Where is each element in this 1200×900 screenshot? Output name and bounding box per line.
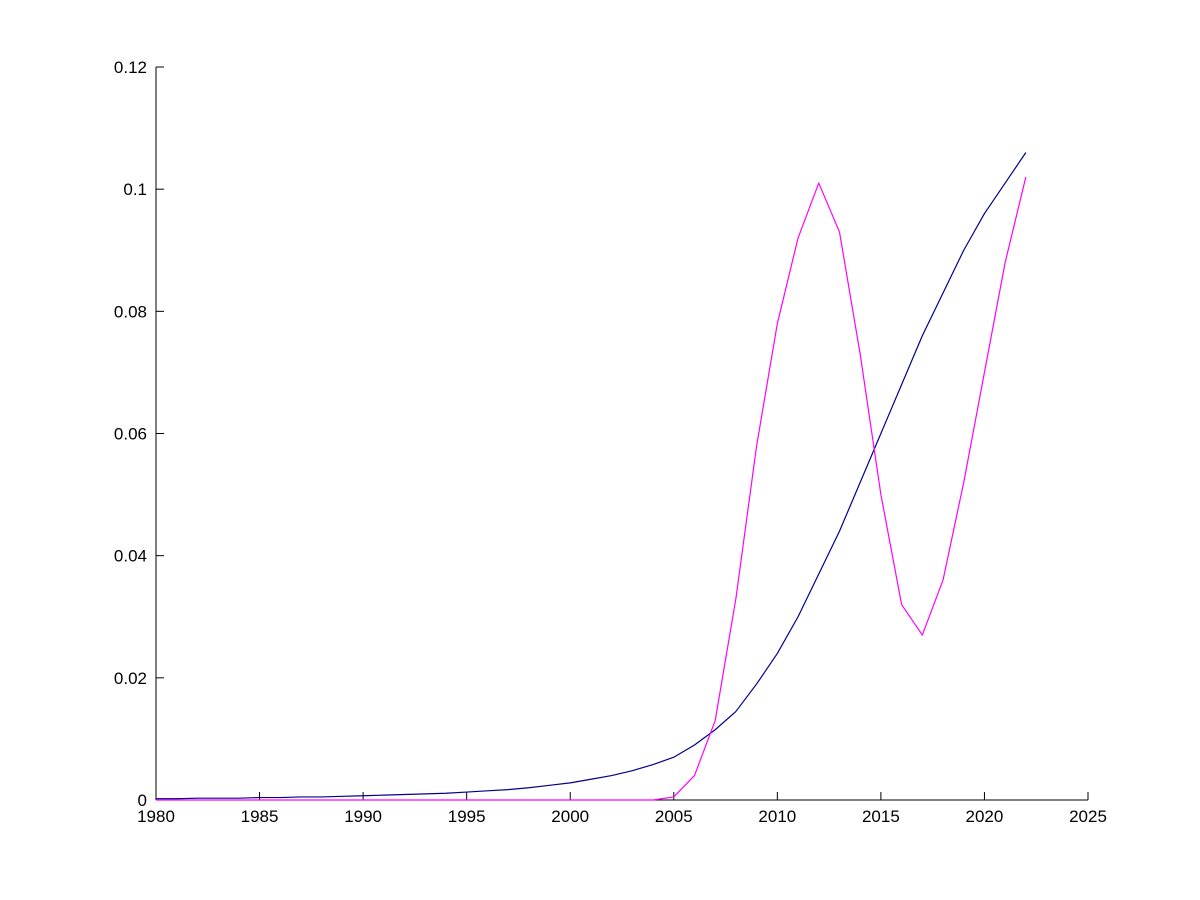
y-tick-label: 0 — [138, 791, 147, 810]
y-tick-label: 0.02 — [114, 669, 147, 688]
x-tick-label: 2025 — [1069, 807, 1107, 826]
y-tick-label: 0.12 — [114, 58, 147, 77]
y-tick-label: 0.1 — [123, 180, 147, 199]
x-tick-label: 2020 — [966, 807, 1004, 826]
series-line-oscillating-curve — [156, 176, 1027, 801]
x-tick-label: 2015 — [862, 807, 900, 826]
y-tick-label: 0.08 — [114, 302, 147, 321]
x-tick-label: 1990 — [344, 807, 382, 826]
y-tick-label: 0.04 — [114, 547, 147, 566]
x-tick-label: 2010 — [758, 807, 796, 826]
y-tick-label: 0.06 — [114, 425, 147, 444]
x-tick-label: 2005 — [655, 807, 693, 826]
x-tick-label: 2000 — [551, 807, 589, 826]
x-tick-label: 1995 — [448, 807, 486, 826]
series-line-smooth-sigmoid-curve — [156, 152, 1027, 800]
x-tick-label: 1985 — [241, 807, 279, 826]
x-tick-label: 1980 — [137, 807, 175, 826]
